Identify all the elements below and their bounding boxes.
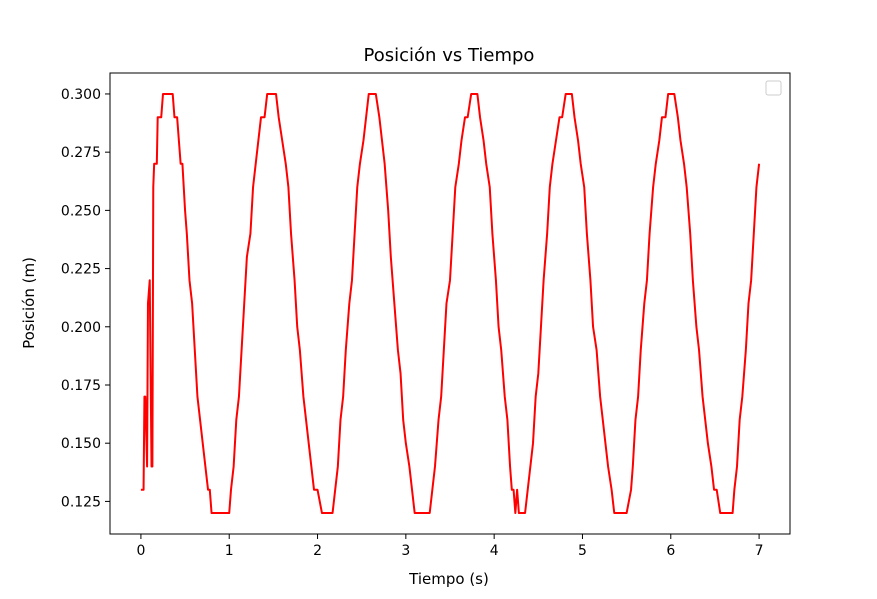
- y-tick-label: 0.275: [61, 145, 101, 161]
- y-tick-label: 0.200: [61, 320, 101, 336]
- series-line-0: [140, 92, 761, 515]
- x-tick-label: 2: [313, 543, 322, 559]
- x-tick-label: 3: [401, 543, 410, 559]
- x-tick-label: 7: [755, 543, 764, 559]
- x-tick-label: 6: [666, 543, 675, 559]
- y-axis: 0.125 0.150 0.175 0.200 0.225 0.250 0.275 0.300: [61, 87, 110, 510]
- y-axis-label: Posición (m): [20, 257, 38, 349]
- y-tick-label: 0.225: [61, 262, 101, 278]
- y-tick-label: 0.250: [61, 203, 101, 219]
- x-tick-label: 4: [490, 543, 499, 559]
- x-tick-label: 5: [578, 543, 587, 559]
- y-tick-label: 0.175: [61, 378, 101, 394]
- legend-box: [765, 80, 782, 96]
- x-tick-label: 0: [136, 543, 145, 559]
- y-tick-label: 0.125: [61, 494, 101, 510]
- y-tick-label: 0.300: [61, 87, 101, 103]
- x-axis-label: Tiempo (s): [408, 570, 489, 588]
- x-tick-label: 1: [225, 543, 234, 559]
- plot-layer: [140, 92, 761, 515]
- plot-frame: [109, 72, 791, 535]
- x-axis: 0 1 2 3 4 5 6 7: [136, 534, 764, 559]
- y-tick-label: 0.150: [61, 436, 101, 452]
- chart-title: Posición vs Tiempo: [364, 45, 535, 66]
